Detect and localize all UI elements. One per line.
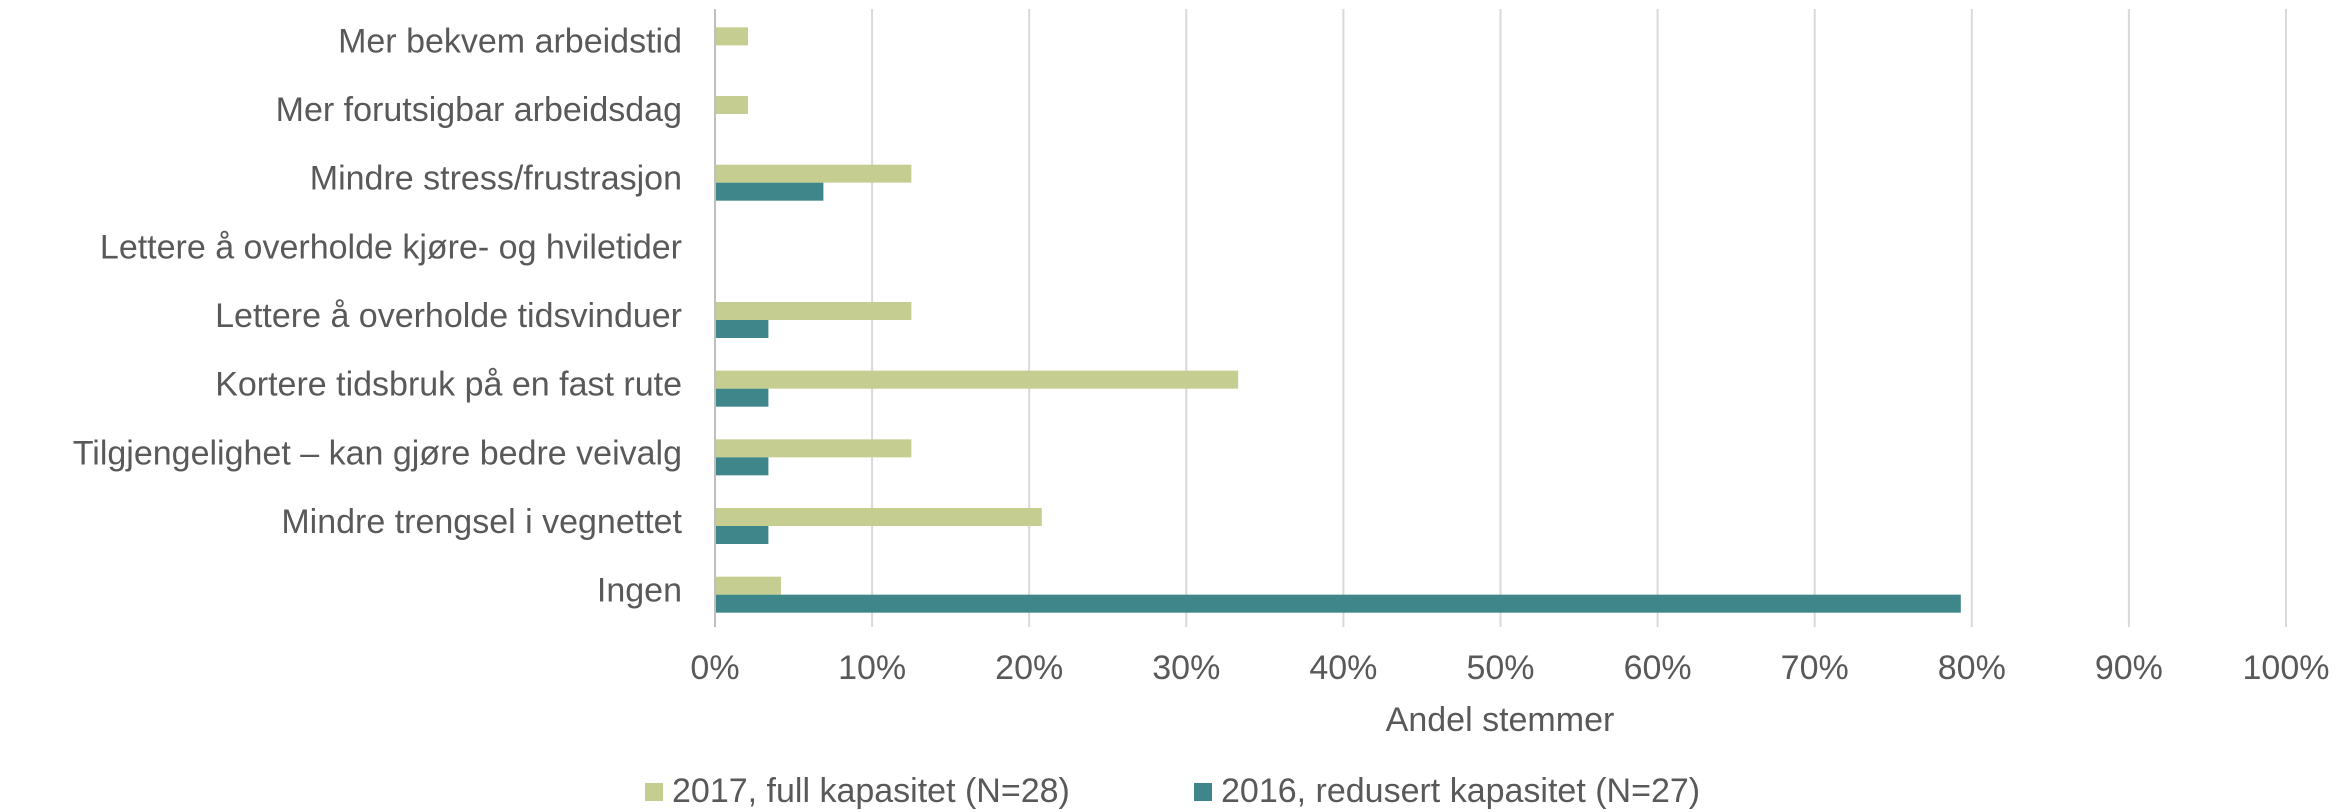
bar [715, 457, 769, 476]
bar [715, 508, 1042, 526]
legend-swatch [645, 783, 663, 801]
y-tick-label: Kortere tidsbruk på en fast rute [215, 366, 682, 404]
legend-swatch [1194, 783, 1212, 801]
y-tick-label: Ingen [597, 572, 682, 610]
bar [715, 182, 824, 201]
y-tick-label: Lettere å overholde tidsvinduer [215, 297, 682, 335]
x-tick-label: 20% [995, 649, 1063, 687]
x-tick-label: 100% [2243, 649, 2330, 687]
y-tick-label: Mindre trengsel i vegnettet [281, 503, 682, 541]
bar [715, 576, 781, 595]
y-tick-label: Lettere å overholde kjøre- og hviletider [100, 228, 682, 266]
x-tick-label: 80% [1938, 649, 2006, 687]
x-tick-label: 30% [1152, 649, 1220, 687]
x-tick-label: 0% [690, 649, 739, 687]
bar [715, 370, 1239, 389]
bar [715, 594, 1961, 613]
y-tick-label: Mer forutsigbar arbeidsdag [276, 91, 682, 129]
x-axis-title: Andel stemmer [1386, 701, 1615, 739]
bar [715, 320, 769, 338]
bar [715, 96, 748, 114]
x-tick-label: 60% [1624, 649, 1692, 687]
x-tick-label: 90% [2095, 649, 2163, 687]
bar [715, 302, 912, 320]
bar [715, 439, 912, 458]
bar [715, 164, 912, 183]
x-tick-label: 50% [1466, 649, 1534, 687]
y-tick-label: Tilgjengelighet – kan gjøre bedre veival… [73, 434, 682, 472]
bar [715, 526, 769, 544]
bar [715, 27, 748, 46]
y-tick-label: Mer bekvem arbeidstid [338, 22, 682, 60]
x-tick-label: 70% [1781, 649, 1849, 687]
x-tick-label: 10% [838, 649, 906, 687]
legend-label: 2016, redusert kapasitet (N=27) [1221, 772, 1700, 810]
y-tick-label: Mindre stress/frustrasjon [310, 160, 682, 198]
bar [715, 388, 769, 407]
legend-label: 2017, full kapasitet (N=28) [672, 772, 1070, 810]
x-tick-label: 40% [1309, 649, 1377, 687]
